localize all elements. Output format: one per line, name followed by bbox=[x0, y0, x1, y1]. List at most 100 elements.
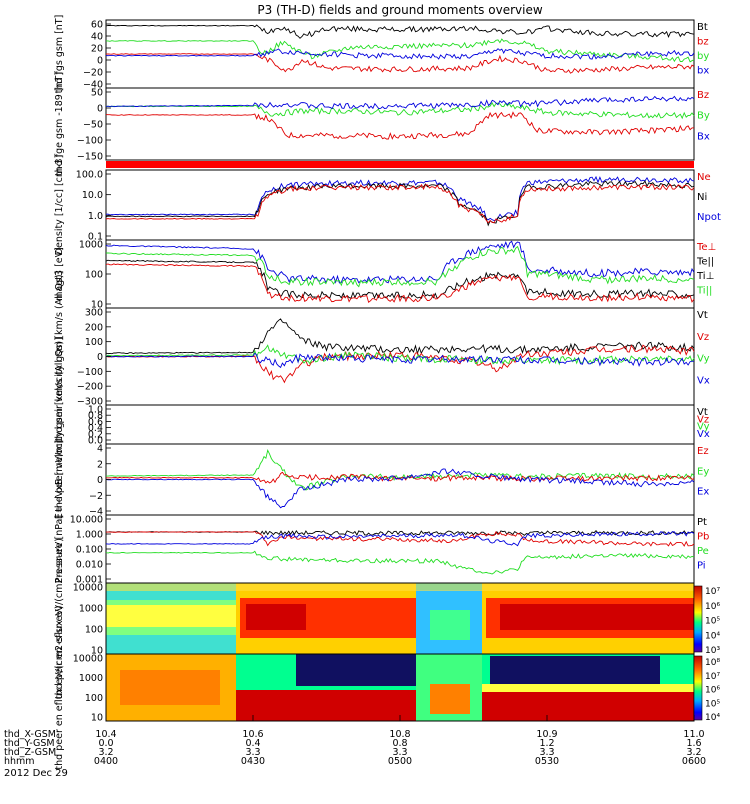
y-tick-label: −150 bbox=[77, 152, 103, 163]
y-tick-label: 0 bbox=[97, 104, 103, 115]
series-temperature-Te|| bbox=[105, 259, 695, 300]
y-tick-label: 1000 bbox=[79, 604, 103, 615]
y-tick-label: 1000 bbox=[79, 673, 103, 684]
legend-temperature-Ti||: Ti|| bbox=[696, 286, 712, 297]
y-tick-label: 100.0 bbox=[76, 170, 103, 181]
time-row-value: 3.3 bbox=[392, 747, 407, 758]
panel-frame bbox=[105, 169, 695, 241]
electron-colorbar bbox=[693, 655, 703, 721]
y-tick-label: 100 bbox=[85, 270, 103, 281]
ele-band-gap-hot bbox=[430, 684, 470, 714]
legend-ion_velocity-Vy: Vy bbox=[697, 354, 710, 365]
y-tick-label: 10000 bbox=[73, 654, 103, 665]
y-axis-label: thd fgs gsm [nT] bbox=[54, 15, 65, 94]
ion-band-hot-center bbox=[246, 604, 306, 630]
y-tick-label: −4 bbox=[89, 507, 103, 518]
time-row-value: 10.4 bbox=[95, 729, 116, 740]
series-pressure-Pe bbox=[105, 550, 695, 575]
y-tick-label: 0 bbox=[97, 352, 103, 363]
y-tick-label: 10000 bbox=[73, 583, 103, 594]
y-tick-label: 0.0 bbox=[88, 436, 103, 447]
time-row-label: thd_Z-GSM bbox=[4, 747, 56, 758]
y-axis-label: thd peer en eflux eV/(cm2-s-sr-eV) bbox=[54, 605, 65, 769]
y-tick-label: −100 bbox=[77, 136, 103, 147]
legend-electron_velocity-Vy: Vy bbox=[697, 422, 710, 433]
legend-temperature-Ti⊥: Ti⊥ bbox=[696, 271, 714, 282]
ele-band-late-ramp bbox=[482, 684, 694, 692]
y-tick-label: −2 bbox=[89, 491, 103, 502]
time-row-value: 0.0 bbox=[98, 738, 113, 749]
y-tick-label: 40 bbox=[91, 32, 103, 43]
series-fgs-by bbox=[106, 38, 695, 63]
legend-electron_velocity-Vz: Vz bbox=[697, 414, 709, 425]
y-tick-label: 10.000 bbox=[70, 515, 103, 526]
time-row-value: 0400 bbox=[94, 756, 118, 767]
time-row-value: 0.8 bbox=[392, 738, 407, 749]
time-row-value: 3.3 bbox=[245, 747, 260, 758]
time-row-value: 3.2 bbox=[98, 747, 113, 758]
time-row-value: 10.8 bbox=[389, 729, 410, 740]
y-axis-label: E=−VxB [mV/m] bbox=[54, 440, 65, 519]
legend-temperature-Te||: Te|| bbox=[696, 257, 714, 268]
legend-density-Ni: Ni bbox=[697, 192, 707, 203]
ion-band-core bbox=[106, 605, 236, 627]
y-tick-label: 1.0 bbox=[88, 211, 103, 222]
y-tick-label: 0.001 bbox=[76, 575, 103, 586]
y-tick-label: 0 bbox=[97, 475, 103, 486]
time-row-value: 1.2 bbox=[539, 738, 554, 749]
y-tick-label: 100 bbox=[85, 693, 103, 704]
legend-fge-Bx: Bx bbox=[697, 131, 710, 142]
legend-temperature-Te⊥: Te⊥ bbox=[696, 242, 716, 253]
ion-band-late-center bbox=[500, 604, 694, 630]
time-row-value: 10.6 bbox=[242, 729, 263, 740]
series-pressure-Pb bbox=[106, 530, 695, 547]
series-fgs-bz bbox=[105, 53, 695, 74]
legend-fgs-bx: bx bbox=[697, 66, 709, 77]
legend-efield-Ex: Ex bbox=[697, 487, 709, 498]
y-axis-label: thd peer velocity gsm [km/s (All Qs)] bbox=[54, 337, 65, 512]
colorbar-label: 10⁴ bbox=[705, 631, 720, 641]
ion-colorbar bbox=[693, 585, 703, 653]
panel-fge: 50 0 −50 −100 −150 thd fge gsm -189 [nT] Bz By B… bbox=[54, 72, 710, 176]
series-fge-Bx bbox=[105, 95, 695, 110]
y-tick-label: 4 bbox=[97, 444, 103, 455]
separator-band bbox=[106, 161, 694, 168]
y-tick-label: 0 bbox=[97, 56, 103, 67]
panel-efield: 4 2 0 −2 −4 E=−VxB [mV/m] Ez Ey Ex bbox=[54, 440, 709, 519]
panel-density: 100.0 10.0 1.0 0.1 Density [1/cc] [cm-3] Ne Ni… bbox=[54, 155, 721, 256]
y-axis-label: thd peir velocity gsm [km/s (All Qs)] bbox=[54, 271, 65, 443]
time-row-value: 0.4 bbox=[245, 738, 260, 749]
date-label: 2012 Dec 29 bbox=[4, 768, 68, 779]
colorbar-label: 10⁵ bbox=[705, 617, 720, 627]
y-tick-label: −300 bbox=[77, 397, 103, 408]
ion-spectrogram bbox=[105, 582, 695, 655]
y-tick-label: −40 bbox=[83, 80, 103, 91]
legend-pressure-Pe: Pe bbox=[697, 546, 709, 557]
legend-fgs-bz: bz bbox=[697, 37, 709, 48]
y-tick-label: 50 bbox=[91, 88, 103, 99]
colorbar-label: 10⁶ bbox=[705, 602, 720, 612]
y-tick-label: 2 bbox=[97, 459, 103, 470]
y-tick-label: 300 bbox=[85, 308, 103, 319]
colorbar-label: 10⁷ bbox=[705, 672, 720, 682]
legend-efield-Ez: Ez bbox=[697, 446, 709, 457]
colorbar-label: 10⁷ bbox=[705, 587, 720, 597]
panel-temperature: 1000 100 10 magt3 [eV] Te⊥ Te|| Ti⊥ Ti|| bbox=[54, 239, 716, 311]
series-temperature-Te⊥ bbox=[105, 263, 695, 303]
time-row-label: thd_X-GSM bbox=[4, 729, 56, 740]
y-tick-label: 1.000 bbox=[76, 530, 103, 541]
y-axis-label: thd peir en eflux eV/(cm2-s-sr-eV) bbox=[54, 538, 65, 699]
series-efield-Ey bbox=[106, 448, 695, 491]
time-row-label: hhmm bbox=[4, 756, 35, 767]
colorbar-label: 10⁶ bbox=[705, 686, 720, 696]
series-density-Ni bbox=[105, 180, 695, 227]
time-row-value: 1.6 bbox=[686, 738, 701, 749]
y-axis-label: Density [1/cc] [cm-3] bbox=[54, 155, 65, 256]
colorbar-label: 10⁵ bbox=[705, 699, 720, 709]
legend-ion_velocity-Vx: Vx bbox=[697, 375, 710, 386]
panel-pressure: 10.000 1.000 0.100 0.010 0.001 Pressure [nPa]… bbox=[54, 514, 709, 586]
y-tick-label: 0.100 bbox=[76, 545, 103, 556]
time-row-value: 10.9 bbox=[536, 729, 557, 740]
